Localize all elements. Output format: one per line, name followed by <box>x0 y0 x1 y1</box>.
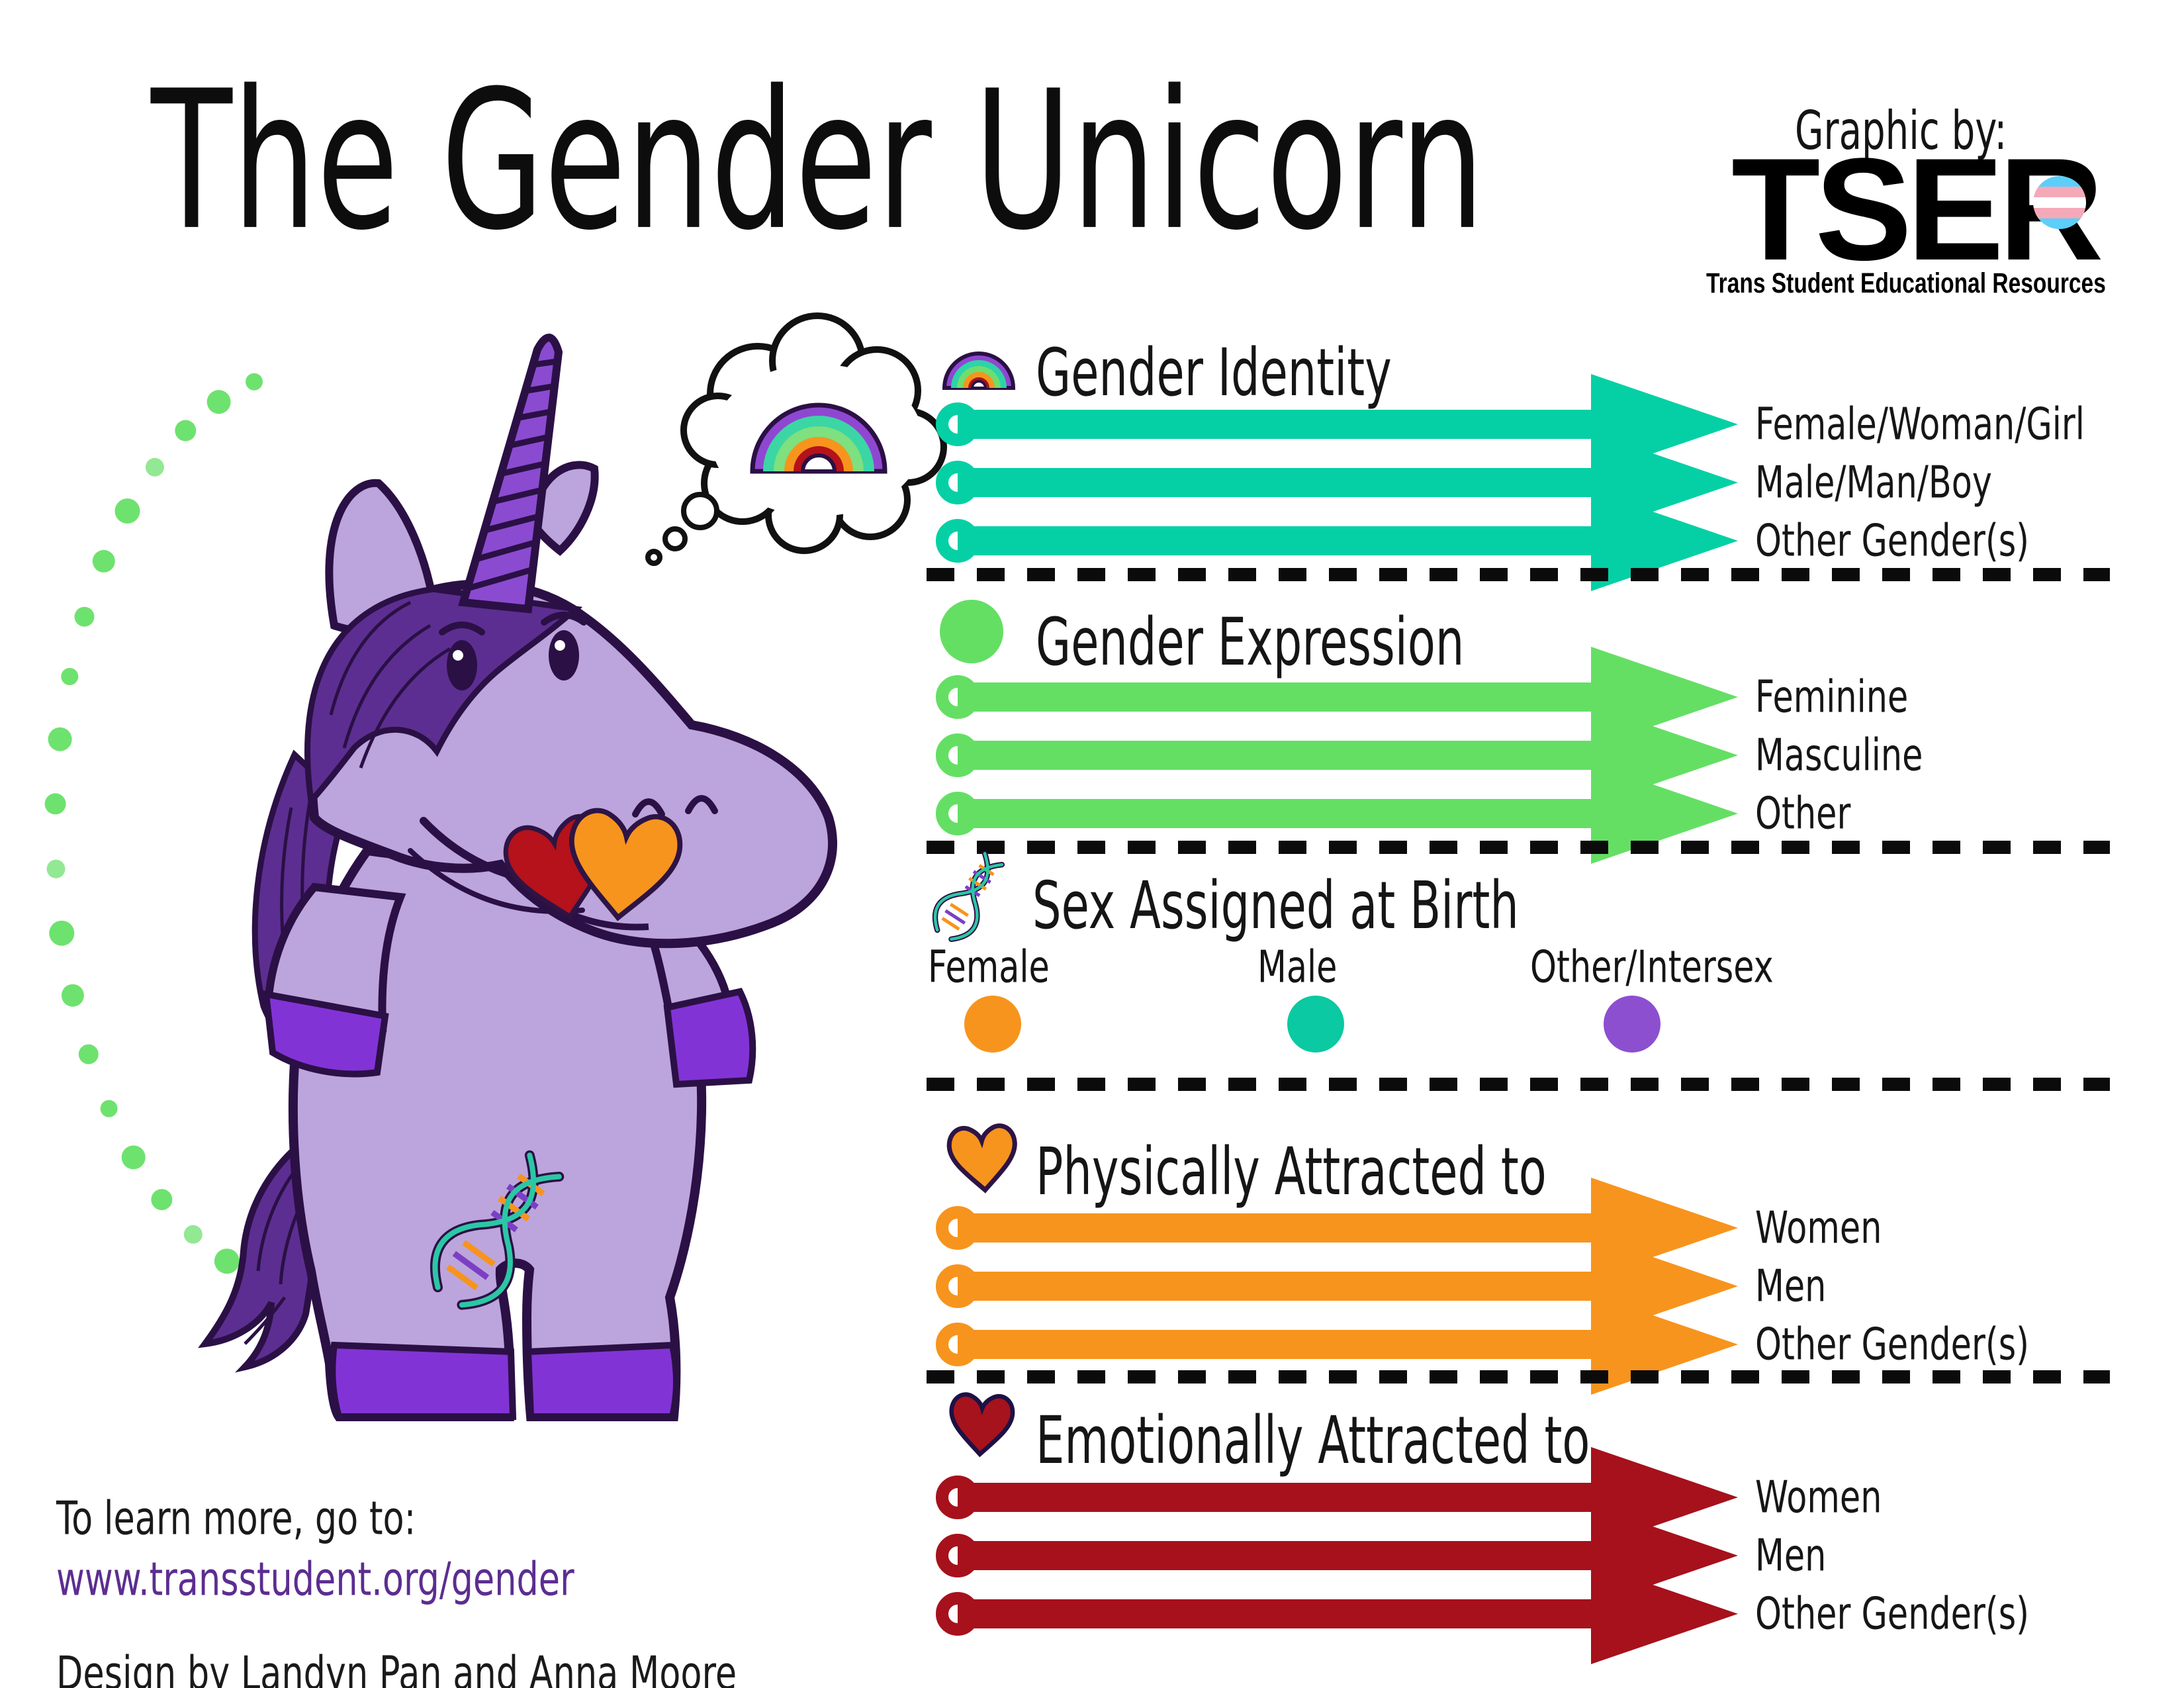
website-link[interactable]: www.transstudent.org/gender <box>56 1554 574 1607</box>
section-divider <box>927 568 2110 581</box>
section-title-physically-attracted: Physically Attracted to <box>1036 1133 1547 1210</box>
arrow-shaft <box>958 682 1591 712</box>
arrow-row: Other Gender(s) <box>936 491 2180 591</box>
arrow-row: Feminine <box>936 647 2180 747</box>
sab-option-label: Female <box>928 941 1050 993</box>
arrow-shaft <box>958 1330 1591 1359</box>
unicorn-right-ear <box>526 461 599 556</box>
arrow-shaft <box>958 1483 1591 1512</box>
arrow-row: Women <box>936 1447 2180 1548</box>
thought-bubble <box>645 312 947 566</box>
arrow-shaft <box>958 1272 1591 1301</box>
arrow-label: Men <box>1755 1529 1827 1581</box>
graphic-by-label: Graphic by: <box>1795 99 2007 162</box>
dna-icon <box>932 851 1005 942</box>
tser-org-name: Trans Student Educational Resources <box>1706 267 2106 299</box>
section-title-gender-expression: Gender Expression <box>1036 604 1465 680</box>
arrow-row: Female/Woman/Girl <box>936 374 2180 475</box>
learn-more-label: To learn more, go to: <box>56 1493 416 1546</box>
arrow-shaft <box>958 526 1591 555</box>
arrow-row: Other <box>936 763 2180 864</box>
sab-option-dot <box>1604 996 1661 1053</box>
design-credit: Design by Landyn Pan and Anna Moore <box>56 1648 737 1688</box>
arrow-row: Other Gender(s) <box>936 1294 2180 1395</box>
arrow-label: Masculine <box>1755 729 1923 781</box>
arrow-shaft <box>958 741 1591 770</box>
arrow-shaft <box>958 799 1591 828</box>
arrow-label: Other Gender(s) <box>1755 1318 2030 1370</box>
arrow-head <box>1591 1564 1738 1664</box>
green-circle-icon <box>940 600 1003 663</box>
arrow-row: Men <box>936 1505 2180 1606</box>
arrow-label: Other Gender(s) <box>1755 1587 2030 1640</box>
section-divider <box>927 841 2110 854</box>
sab-option-label: Male <box>1257 941 1338 993</box>
unicorn-right-leg-cuff <box>524 1341 680 1420</box>
dna-icon <box>430 1150 565 1310</box>
arrow-label: Female/Woman/Girl <box>1755 398 2085 450</box>
unicorn-mane-front <box>304 586 583 808</box>
sab-option-dot <box>1287 996 1344 1053</box>
sab-option-label: Other/Intersex <box>1530 941 1774 993</box>
arrow-row: Women <box>936 1178 2180 1278</box>
sab-option-dot <box>964 996 1021 1053</box>
arrow-shaft <box>958 1213 1591 1243</box>
arrow-label: Feminine <box>1755 671 1909 723</box>
unicorn-illustration <box>44 312 947 1421</box>
unicorn-right-arm-cuff <box>663 988 756 1088</box>
section-divider <box>927 1370 2110 1383</box>
orange-heart-icon <box>946 1123 1017 1194</box>
unicorn-left-arm-cuff <box>262 990 389 1078</box>
arrow-label: Men <box>1755 1260 1827 1312</box>
arrow-row: Masculine <box>936 705 2180 806</box>
arrow-label: Other Gender(s) <box>1755 514 2030 567</box>
arrow-shaft <box>958 1541 1591 1570</box>
section-title-emotionally-attracted: Emotionally Attracted to <box>1036 1402 1590 1479</box>
arrow-label: Other <box>1755 787 1851 839</box>
arrow-row: Male/Man/Boy <box>936 432 2180 533</box>
arrow-label: Male/Man/Boy <box>1755 456 1992 508</box>
arrow-row: Men <box>936 1236 2180 1336</box>
section-title-sex-assigned: Sex Assigned at Birth <box>1032 867 1519 944</box>
rainbow-icon <box>750 402 887 474</box>
trans-flag-icon <box>2033 176 2086 229</box>
orange-heart-icon <box>569 808 683 921</box>
unicorn-left-leg-cuff <box>329 1341 517 1420</box>
rainbow-icon <box>942 352 1016 390</box>
arrow-shaft <box>958 410 1591 439</box>
section-divider <box>927 1078 2110 1091</box>
page-title: The Gender Unicorn <box>151 50 1485 273</box>
red-heart-icon <box>949 1392 1015 1458</box>
green-dot-arc-decoration <box>44 373 263 1274</box>
arrow-shaft <box>958 468 1591 497</box>
section-title-gender-identity: Gender Identity <box>1036 334 1392 411</box>
arrow-label: Women <box>1755 1201 1882 1254</box>
arrow-label: Women <box>1755 1471 1882 1523</box>
arrow-shaft <box>958 1599 1591 1628</box>
arrow-row: Other Gender(s) <box>936 1564 2180 1664</box>
